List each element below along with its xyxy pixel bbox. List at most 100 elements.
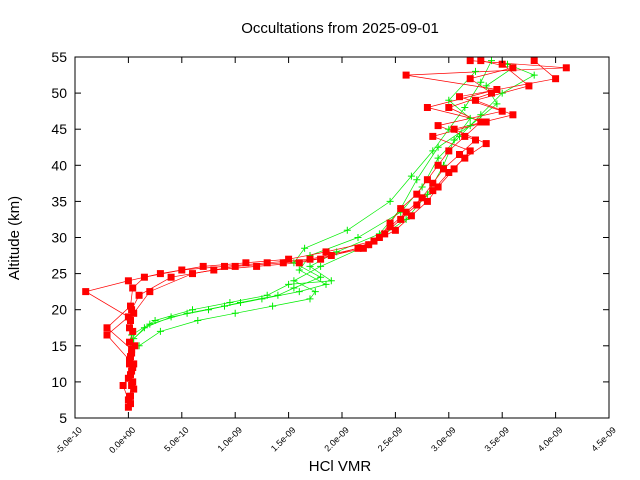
data-point-square bbox=[285, 255, 293, 263]
data-point-plus bbox=[151, 317, 159, 324]
data-point-square bbox=[445, 104, 453, 111]
data-point-plus bbox=[327, 277, 335, 285]
data-point-square bbox=[253, 262, 261, 270]
data-point-square bbox=[127, 353, 134, 361]
data-point-square bbox=[126, 338, 133, 346]
profile-line bbox=[133, 63, 536, 339]
data-point-square bbox=[140, 273, 148, 281]
data-point-plus bbox=[167, 313, 175, 321]
data-point-square bbox=[124, 374, 132, 382]
data-point-plus bbox=[183, 309, 191, 317]
data-point-square bbox=[397, 205, 405, 213]
data-point-square bbox=[482, 118, 490, 126]
x-axis-label: HCl VMR bbox=[309, 458, 372, 475]
data-point-plus bbox=[434, 143, 442, 151]
y-tick-label: 55 bbox=[51, 49, 67, 65]
data-point-square bbox=[128, 367, 136, 375]
data-point-square bbox=[103, 324, 111, 332]
y-tick-label: 20 bbox=[51, 302, 67, 318]
x-tick-label: -5.0e-10 bbox=[53, 425, 84, 456]
data-point-plus bbox=[295, 266, 303, 274]
data-point-square bbox=[126, 356, 133, 364]
data-point-square bbox=[130, 385, 138, 393]
data-point-plus bbox=[333, 248, 341, 256]
data-point-plus bbox=[295, 288, 303, 296]
data-point-plus bbox=[322, 280, 330, 288]
data-point-square bbox=[466, 75, 474, 83]
chart-title: Occultations from 2025-09-01 bbox=[241, 20, 439, 37]
data-point-square bbox=[429, 187, 437, 195]
data-point-square bbox=[128, 349, 136, 357]
plot-frame bbox=[74, 56, 610, 419]
data-point-square bbox=[423, 197, 431, 205]
x-tick-label: 0.0e+00 bbox=[107, 425, 137, 455]
data-point-square bbox=[279, 259, 287, 267]
data-point-square bbox=[126, 360, 133, 368]
data-point-square bbox=[482, 140, 490, 148]
data-point-square bbox=[189, 270, 196, 278]
y-axis-label: Altitude (km) bbox=[6, 196, 23, 280]
profile-line bbox=[128, 60, 513, 408]
x-tick-label: 5.0e-10 bbox=[162, 425, 191, 454]
x-tick-label: 2.5e-09 bbox=[376, 425, 405, 454]
data-point-square bbox=[552, 75, 560, 83]
data-point-square bbox=[129, 364, 137, 371]
data-point-square bbox=[381, 230, 389, 238]
data-point-square bbox=[231, 262, 239, 270]
data-point-square bbox=[124, 313, 132, 321]
data-point-square bbox=[130, 309, 138, 317]
data-point-square bbox=[498, 60, 506, 68]
data-point-plus bbox=[237, 299, 244, 306]
data-point-plus bbox=[407, 172, 415, 180]
data-point-plus bbox=[461, 104, 469, 111]
data-point-square bbox=[488, 89, 495, 97]
data-point-square bbox=[562, 64, 570, 72]
data-point-plus bbox=[343, 226, 351, 234]
data-point-plus bbox=[226, 299, 234, 306]
data-point-square bbox=[327, 252, 335, 259]
data-point-square bbox=[128, 382, 136, 389]
data-point-square bbox=[493, 86, 501, 93]
data-point-square bbox=[498, 107, 506, 115]
data-point-square bbox=[418, 194, 426, 202]
data-point-plus bbox=[269, 302, 277, 310]
profile-line bbox=[130, 60, 492, 343]
data-point-square bbox=[386, 219, 394, 227]
data-point-square bbox=[263, 259, 271, 267]
data-point-plus bbox=[146, 320, 154, 328]
data-point-square bbox=[472, 96, 479, 104]
data-point-square bbox=[127, 400, 134, 408]
data-point-plus bbox=[429, 147, 437, 155]
profile-line bbox=[106, 63, 530, 397]
data-point-plus bbox=[434, 154, 442, 162]
x-tick-label: 1.0e-09 bbox=[215, 425, 244, 454]
data-point-square bbox=[472, 136, 479, 144]
data-point-square bbox=[322, 248, 330, 256]
data-point-plus bbox=[306, 262, 314, 270]
data-point-square bbox=[129, 284, 137, 292]
data-point-plus bbox=[450, 136, 458, 144]
profile-lines bbox=[84, 60, 567, 408]
data-point-plus bbox=[263, 291, 271, 299]
data-point-plus bbox=[205, 306, 212, 314]
data-point-plus bbox=[418, 183, 426, 191]
x-tick-label: 3.0e-09 bbox=[429, 425, 458, 454]
data-point-plus bbox=[301, 244, 309, 252]
data-point-square bbox=[127, 371, 134, 379]
data-markers bbox=[82, 57, 570, 411]
data-point-square bbox=[167, 273, 175, 281]
data-point-square bbox=[127, 317, 134, 324]
data-point-square bbox=[210, 266, 218, 274]
data-point-plus bbox=[156, 327, 164, 335]
data-point-square bbox=[354, 244, 362, 252]
y-tick-label: 35 bbox=[51, 193, 67, 209]
data-point-plus bbox=[306, 295, 314, 303]
data-point-plus bbox=[317, 273, 325, 281]
x-tick-label: 1.5e-09 bbox=[269, 425, 298, 454]
data-point-square bbox=[530, 57, 538, 65]
data-point-square bbox=[295, 259, 303, 267]
data-point-square bbox=[413, 190, 421, 198]
data-point-square bbox=[221, 262, 228, 270]
data-point-plus bbox=[472, 67, 479, 75]
